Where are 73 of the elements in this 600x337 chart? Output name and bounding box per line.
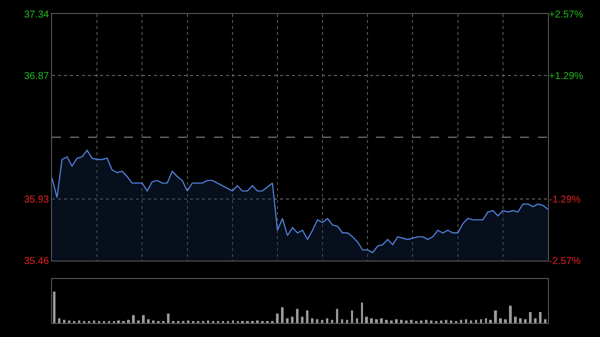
bar	[494, 310, 497, 323]
y-tick-label: 35.46	[24, 256, 50, 267]
y2-tick-label: +1.29%	[549, 70, 584, 82]
bar	[380, 318, 383, 323]
bar	[395, 319, 398, 323]
bar	[336, 308, 338, 323]
bar	[207, 320, 210, 323]
bar	[286, 318, 289, 323]
bar	[281, 307, 284, 323]
bar	[485, 318, 487, 323]
bar	[405, 320, 408, 323]
bar	[137, 320, 140, 323]
bar	[539, 312, 542, 323]
bar	[524, 319, 527, 323]
bar	[370, 318, 373, 323]
bar	[410, 320, 413, 323]
bar	[291, 316, 294, 323]
bar	[534, 318, 537, 323]
bar	[341, 319, 344, 323]
y-tick-label: 36.87	[24, 71, 50, 82]
bar	[232, 320, 234, 323]
bar	[53, 292, 56, 323]
bar	[504, 319, 507, 323]
y2-tick-label: -2.57%	[549, 256, 581, 267]
bar	[425, 320, 428, 323]
bar	[430, 320, 432, 323]
bar	[390, 320, 393, 323]
bar	[420, 320, 423, 323]
bar	[529, 312, 532, 323]
bar	[127, 320, 130, 323]
bar	[306, 310, 308, 323]
bar	[58, 318, 60, 323]
bar	[475, 320, 478, 323]
bar	[470, 320, 472, 323]
bar	[385, 320, 388, 323]
bar	[326, 318, 328, 323]
bar	[301, 316, 304, 323]
bar	[450, 320, 452, 323]
bar	[365, 316, 368, 323]
bar	[351, 310, 354, 323]
bar	[187, 320, 190, 323]
bar	[465, 319, 468, 323]
bar	[63, 320, 66, 323]
bar	[117, 320, 120, 323]
y2-tick-label: -1.29%	[549, 194, 581, 206]
bar	[152, 320, 155, 323]
bar	[440, 320, 442, 323]
bar	[321, 320, 324, 323]
bar	[93, 320, 96, 323]
bar	[514, 316, 517, 323]
y-tick-label: 37.34	[24, 10, 50, 20]
y-tick-label: 35.93	[24, 194, 50, 206]
bar	[296, 308, 299, 323]
bar	[256, 320, 259, 323]
bar	[147, 319, 150, 323]
bar	[361, 302, 363, 323]
bar	[276, 314, 279, 323]
bar	[356, 318, 358, 323]
bar	[78, 320, 80, 323]
y2-tick-label: +2.57%	[549, 10, 584, 20]
bar	[311, 318, 314, 323]
bar	[375, 319, 378, 323]
bar	[489, 320, 492, 323]
bar	[142, 315, 145, 323]
bar	[509, 306, 512, 323]
bar	[480, 319, 482, 323]
bar	[132, 315, 135, 323]
bar	[68, 320, 70, 323]
bar	[544, 319, 547, 323]
bar	[445, 320, 448, 323]
bar	[316, 319, 318, 323]
bar	[499, 318, 502, 323]
bar	[167, 314, 170, 323]
